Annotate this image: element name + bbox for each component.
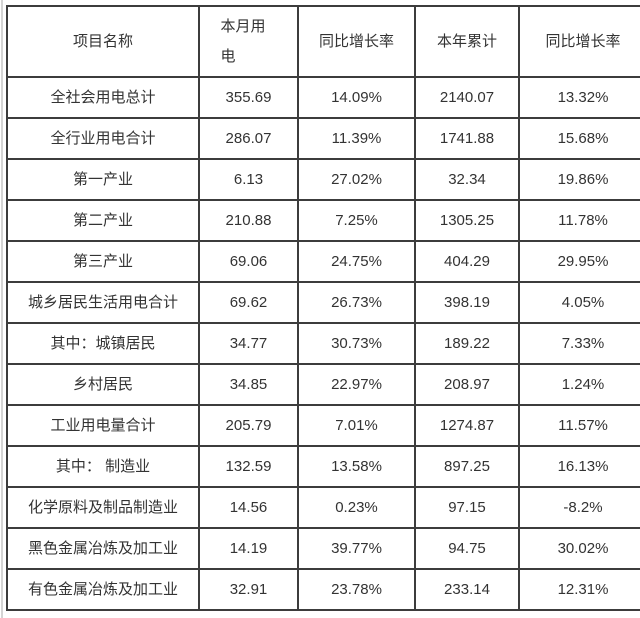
table-body: 全社会用电总计 355.69 14.09% 2140.07 13.32% 全行业用电合计 2… [6,76,640,611]
item-name-cell: 第一产业 [6,158,200,201]
item-name-cell: 全行业用电合计 [6,117,200,160]
value-cell: 233.14 [414,568,520,611]
value-cell: 355.69 [198,76,299,119]
value-cell: 23.78% [297,568,416,611]
table-row: 工业用电量合计 205.79 7.01% 1274.87 11.57% [6,404,640,447]
value-cell: 11.78% [518,199,640,242]
item-name-cell: 黑色金属冶炼及加工业 [6,527,200,570]
item-name-cell: 有色金属冶炼及加工业 [6,568,200,611]
table-row: 其中： 制造业 132.59 13.58% 897.25 16.13% [6,445,640,488]
table-row: 黑色金属冶炼及加工业 14.19 39.77% 94.75 30.02% [6,527,640,570]
value-cell: 7.33% [518,322,640,365]
value-cell: 1741.88 [414,117,520,160]
value-cell: 189.22 [414,322,520,365]
value-cell: 7.25% [297,199,416,242]
value-cell: 97.15 [414,486,520,529]
value-cell: 29.95% [518,240,640,283]
electricity-usage-table: 项目名称 本月用电 同比增长率 本年累计 同比增长率 全社会用电总计 355.69… [6,5,640,611]
value-cell: 69.62 [198,281,299,324]
item-name-cell: 城乡居民生活用电合计 [6,281,200,324]
value-cell: 26.73% [297,281,416,324]
value-cell: 208.97 [414,363,520,406]
table-row: 其中：城镇居民 34.77 30.73% 189.22 7.33% [6,322,640,365]
value-cell: 15.68% [518,117,640,160]
column-header-month-usage: 本月用电 [198,5,299,78]
table-row: 全社会用电总计 355.69 14.09% 2140.07 13.32% [6,76,640,119]
value-cell: 13.32% [518,76,640,119]
table-row: 城乡居民生活用电合计 69.62 26.73% 398.19 4.05% [6,281,640,324]
value-cell: 39.77% [297,527,416,570]
column-header-item-name: 项目名称 [6,5,200,78]
value-cell: 210.88 [198,199,299,242]
value-cell: 34.85 [198,363,299,406]
table-row: 第三产业 69.06 24.75% 404.29 29.95% [6,240,640,283]
table-row: 乡村居民 34.85 22.97% 208.97 1.24% [6,363,640,406]
table-row: 第二产业 210.88 7.25% 1305.25 11.78% [6,199,640,242]
item-name-cell: 其中：城镇居民 [6,322,200,365]
value-cell: 132.59 [198,445,299,488]
value-cell: 11.39% [297,117,416,160]
value-cell: 7.01% [297,404,416,447]
value-cell: 398.19 [414,281,520,324]
value-cell: 2140.07 [414,76,520,119]
value-cell: 1305.25 [414,199,520,242]
value-cell: 34.77 [198,322,299,365]
value-cell: -8.2% [518,486,640,529]
value-cell: 69.06 [198,240,299,283]
value-cell: 404.29 [414,240,520,283]
value-cell: 205.79 [198,404,299,447]
value-cell: 4.05% [518,281,640,324]
value-cell: 13.58% [297,445,416,488]
value-cell: 16.13% [518,445,640,488]
value-cell: 11.57% [518,404,640,447]
column-header-ytd-total: 本年累计 [414,5,520,78]
header-row: 项目名称 本月用电 同比增长率 本年累计 同比增长率 [6,5,640,78]
value-cell: 14.19 [198,527,299,570]
table-row: 全行业用电合计 286.07 11.39% 1741.88 15.68% [6,117,640,160]
item-name-cell: 第二产业 [6,199,200,242]
table-row: 有色金属冶炼及加工业 32.91 23.78% 233.14 12.31% [6,568,640,611]
value-cell: 22.97% [297,363,416,406]
column-header-ytd-yoy: 同比增长率 [518,5,640,78]
table-header: 项目名称 本月用电 同比增长率 本年累计 同比增长率 [6,5,640,78]
item-name-cell: 乡村居民 [6,363,200,406]
value-cell: 19.86% [518,158,640,201]
value-cell: 14.09% [297,76,416,119]
item-name-cell: 工业用电量合计 [6,404,200,447]
value-cell: 286.07 [198,117,299,160]
value-cell: 1.24% [518,363,640,406]
item-name-cell: 第三产业 [6,240,200,283]
value-cell: 6.13 [198,158,299,201]
value-cell: 1274.87 [414,404,520,447]
item-name-cell: 其中： 制造业 [6,445,200,488]
value-cell: 897.25 [414,445,520,488]
value-cell: 94.75 [414,527,520,570]
table-row: 化学原料及制品制造业 14.56 0.23% 97.15 -8.2% [6,486,640,529]
value-cell: 30.02% [518,527,640,570]
value-cell: 27.02% [297,158,416,201]
value-cell: 0.23% [297,486,416,529]
value-cell: 24.75% [297,240,416,283]
value-cell: 30.73% [297,322,416,365]
column-header-month-usage-label: 本月用电 [220,17,266,65]
value-cell: 12.31% [518,568,640,611]
page-left-rule [1,0,3,618]
table-row: 第一产业 6.13 27.02% 32.34 19.86% [6,158,640,201]
item-name-cell: 全社会用电总计 [6,76,200,119]
value-cell: 32.34 [414,158,520,201]
item-name-cell: 化学原料及制品制造业 [6,486,200,529]
value-cell: 14.56 [198,486,299,529]
column-header-month-yoy: 同比增长率 [297,5,416,78]
value-cell: 32.91 [198,568,299,611]
